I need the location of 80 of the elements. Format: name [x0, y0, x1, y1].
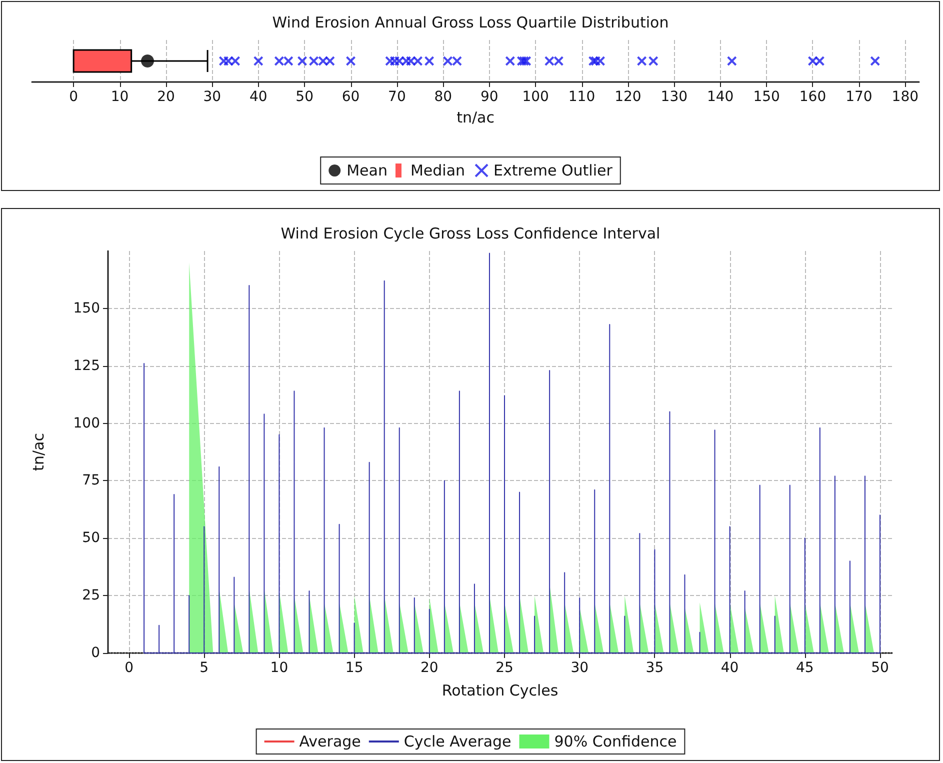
point: [253, 56, 264, 66]
x-tick-label: 35: [646, 660, 664, 676]
x-tick-label: 110: [568, 89, 596, 105]
point: [346, 56, 356, 66]
x-tick-label: 80: [434, 89, 452, 105]
point: [223, 56, 234, 66]
x-tick-label: 20: [157, 89, 175, 105]
point: [648, 56, 658, 66]
x-tick-label: 25: [496, 660, 514, 676]
point: [141, 54, 154, 68]
x-tick-label: 160: [799, 89, 826, 105]
x-tick-label: 45: [796, 660, 814, 676]
x-tick-label: 10: [270, 660, 288, 676]
y-tick-label: 100: [73, 415, 100, 432]
x-tick-label: 20: [420, 660, 438, 676]
chart-title: Wind Erosion Cycle Gross Loss Confidence Interval: [280, 224, 660, 242]
legend-label: Mean: [346, 162, 388, 180]
x-tick-label: 140: [706, 89, 734, 105]
x-tick-label: 50: [871, 660, 889, 676]
legend-label: 90% Confidence: [554, 732, 677, 750]
x-tick-label: 130: [660, 89, 688, 105]
x-axis-title: tn/ac: [456, 108, 494, 126]
x-tick-label: 5: [200, 660, 209, 676]
legend-label: Median: [410, 162, 466, 180]
point: [318, 56, 328, 66]
x-tick-label: 40: [720, 660, 739, 676]
y-tick-label: 75: [82, 472, 100, 489]
point: [297, 56, 308, 66]
x-tick-label: 70: [388, 89, 406, 105]
legend-label: Cycle Average: [404, 732, 512, 750]
x-tick-label: 170: [846, 89, 872, 105]
legend-label: Extreme Outlier: [494, 162, 614, 180]
y-tick-label: 150: [73, 300, 100, 316]
point: [412, 56, 423, 66]
x-axis-title: Rotation Cycles: [442, 682, 558, 700]
x-tick-label: 30: [570, 660, 589, 676]
chart-title: Wind Erosion Annual Gross Loss Quartile Distribution: [272, 14, 669, 32]
y-axis-title: tn/ac: [30, 433, 48, 471]
point: [406, 56, 416, 66]
point: [230, 56, 240, 66]
point: [324, 56, 335, 66]
x-tick-label: 10: [110, 89, 129, 105]
legend-label: Average: [299, 732, 361, 750]
x-tick-label: 0: [124, 660, 134, 676]
point: [636, 56, 647, 66]
point: [401, 56, 412, 66]
point: [590, 56, 601, 66]
point: [544, 56, 554, 66]
x-tick-label: 100: [522, 89, 549, 105]
x-tick-label: 150: [753, 89, 780, 105]
y-tick-label: 0: [91, 645, 100, 661]
point: [424, 56, 434, 66]
point: [870, 56, 880, 66]
point: [505, 56, 516, 66]
point: [814, 56, 825, 66]
x-tick-label: 50: [296, 89, 314, 105]
point: [283, 56, 294, 66]
point: [595, 56, 606, 66]
y-tick-label: 125: [73, 358, 100, 374]
point: [452, 56, 462, 66]
x-tick-label: 40: [249, 89, 268, 105]
point: [274, 56, 284, 66]
x-tick-label: 30: [203, 89, 222, 105]
y-tick-label: 25: [82, 588, 100, 604]
point: [308, 56, 319, 66]
y-tick-label: 50: [82, 530, 100, 546]
x-tick-label: 60: [342, 89, 360, 105]
x-tick-label: 90: [480, 89, 498, 105]
point: [394, 56, 404, 66]
x-tick-label: 120: [614, 89, 642, 105]
point: [554, 56, 564, 66]
point: [808, 56, 818, 66]
x-tick-label: 180: [892, 89, 919, 105]
point: [385, 56, 396, 66]
x-tick-label: 15: [345, 660, 364, 676]
point: [390, 56, 400, 66]
point: [442, 56, 453, 66]
point: [218, 56, 229, 66]
point: [588, 56, 598, 66]
point: [726, 56, 737, 66]
